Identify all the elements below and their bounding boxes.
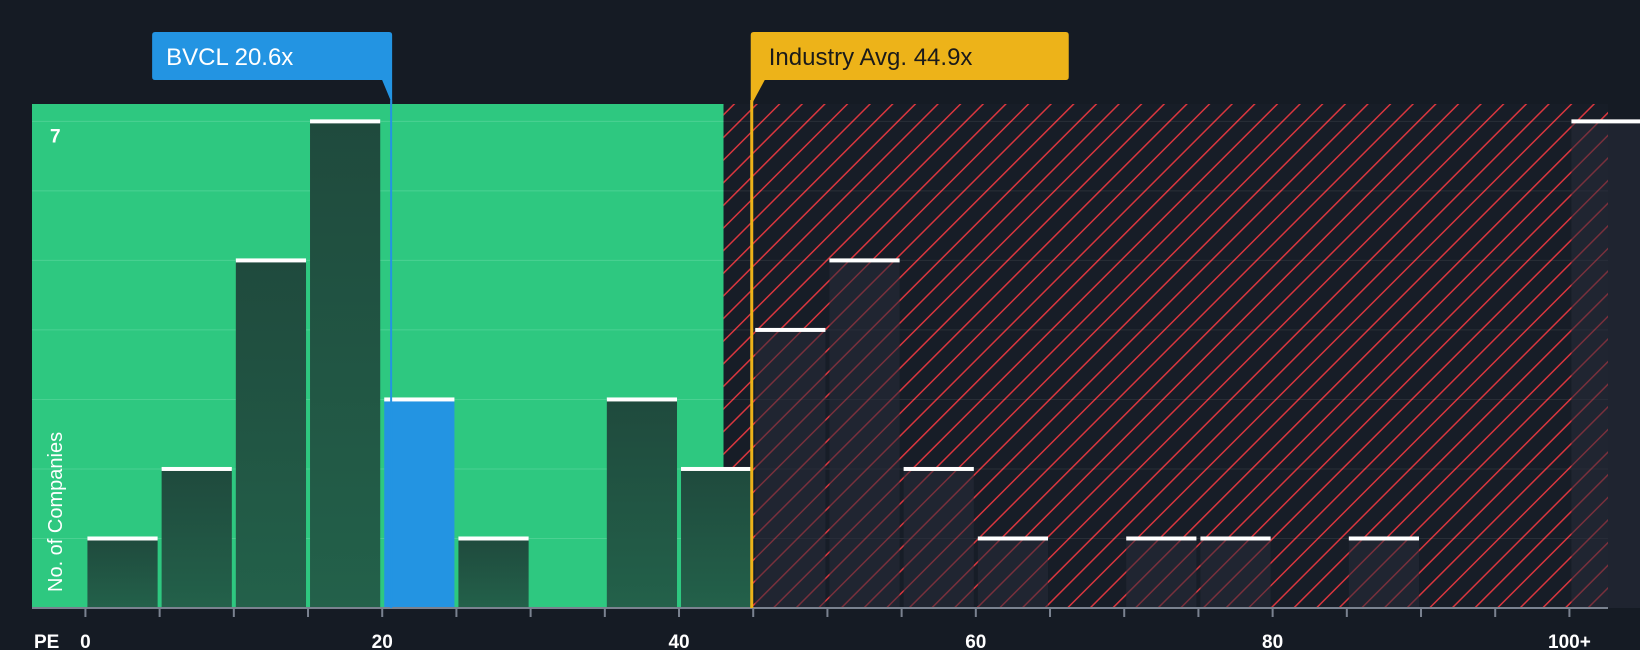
bar-top-45 [755, 327, 826, 332]
bar-top-85 [1348, 536, 1420, 541]
industry-average-callout [750, 32, 1069, 106]
bar-100 [1571, 121, 1640, 609]
bar-top-40 [681, 466, 752, 471]
bar-5 [161, 468, 232, 608]
x-tick-label-80: 80 [1262, 632, 1283, 650]
bar-25 [458, 538, 529, 608]
histogram-bars [87, 119, 1640, 609]
bar-0 [87, 538, 158, 608]
bar-85 [1348, 538, 1420, 608]
company-pe-callout [152, 32, 393, 104]
bar-highlighted-20 [384, 399, 455, 608]
x-tick-label-40: 40 [668, 632, 689, 650]
bar-top-5 [161, 466, 232, 471]
bar-10 [235, 260, 307, 608]
x-tick-label-60: 60 [965, 632, 986, 650]
company-pe-label: BVCL 20.6x [166, 44, 293, 71]
x-axis-ticks: 0 20 40 60 80 100+ [80, 608, 1591, 650]
bar-top-25 [458, 536, 529, 541]
bar-top-70 [1126, 536, 1197, 541]
bar-60 [977, 538, 1049, 608]
y-tick-label-7: 7 [50, 126, 61, 147]
bar-55 [903, 468, 974, 608]
x-axis-title: PE [34, 632, 59, 650]
bar-top-10 [235, 258, 307, 263]
x-tick-label-20: 20 [372, 632, 393, 650]
bar-15 [310, 121, 381, 609]
bar-top-20 [384, 397, 455, 402]
bar-top-35 [606, 397, 678, 402]
bar-50 [829, 260, 900, 608]
bar-70 [1126, 538, 1197, 608]
bar-top-60 [977, 536, 1049, 541]
bar-top-100 [1571, 119, 1640, 124]
bar-top-75 [1200, 536, 1271, 541]
bar-75 [1200, 538, 1271, 608]
bar-top-50 [829, 258, 900, 263]
bar-40 [681, 468, 752, 608]
bar-45 [755, 329, 826, 608]
x-tick-label-100: 100+ [1548, 632, 1591, 650]
bar-top-0 [87, 536, 158, 541]
y-axis-title: No. of Companies [45, 432, 67, 592]
industry-average-label: Industry Avg. 44.9x [769, 44, 973, 71]
x-tick-label-0: 0 [80, 632, 91, 650]
bar-top-55 [903, 466, 974, 471]
bar-35 [606, 399, 678, 608]
bar-top-15 [310, 119, 381, 124]
